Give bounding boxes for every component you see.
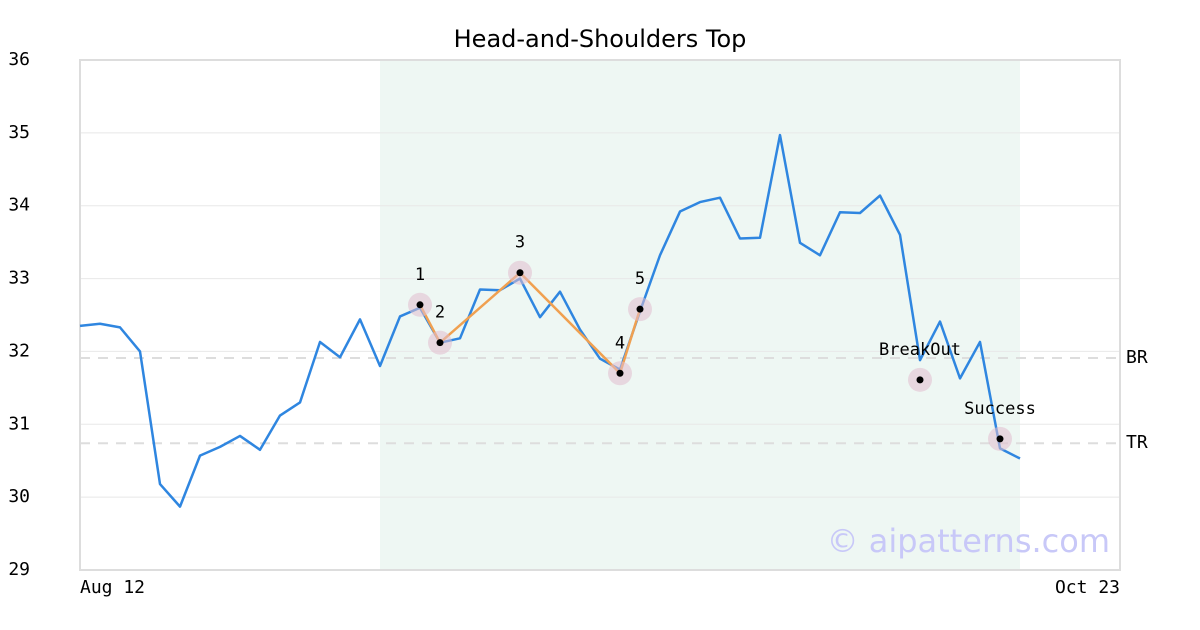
x-tick-label: Aug 12 [80, 577, 145, 598]
level-label: BR [1126, 347, 1148, 368]
plot-frame [79, 59, 1121, 571]
level-label: TR [1126, 432, 1148, 453]
point-label: 2 [435, 303, 445, 323]
y-tick-label: 31 [8, 413, 30, 434]
point-label: 5 [635, 269, 645, 289]
y-tick-label: 30 [8, 486, 30, 507]
point-dot [636, 305, 644, 313]
y-tick-label: 35 [8, 122, 30, 143]
point-dot [416, 301, 424, 309]
chart-title: Head-and-Shoulders Top [454, 25, 747, 53]
point-dot [996, 435, 1004, 443]
point-dot [916, 376, 924, 384]
point-label: BreakOut [879, 340, 961, 360]
y-tick-label: 36 [8, 49, 30, 70]
point-label: 4 [615, 333, 625, 353]
point-label: 1 [415, 265, 425, 285]
y-tick-label: 32 [8, 340, 30, 361]
y-tick-label: 34 [8, 195, 30, 216]
point-dot [516, 269, 524, 277]
watermark: © aipatterns.com [827, 522, 1110, 560]
y-tick-label: 33 [8, 268, 30, 289]
point-label: Success [964, 399, 1036, 419]
point-dot [436, 339, 444, 347]
pattern-window [380, 60, 1020, 570]
y-tick-label: 29 [8, 559, 30, 580]
point-label: 3 [515, 233, 525, 253]
point-dot [616, 369, 624, 377]
x-tick-label: Oct 23 [1055, 577, 1120, 598]
